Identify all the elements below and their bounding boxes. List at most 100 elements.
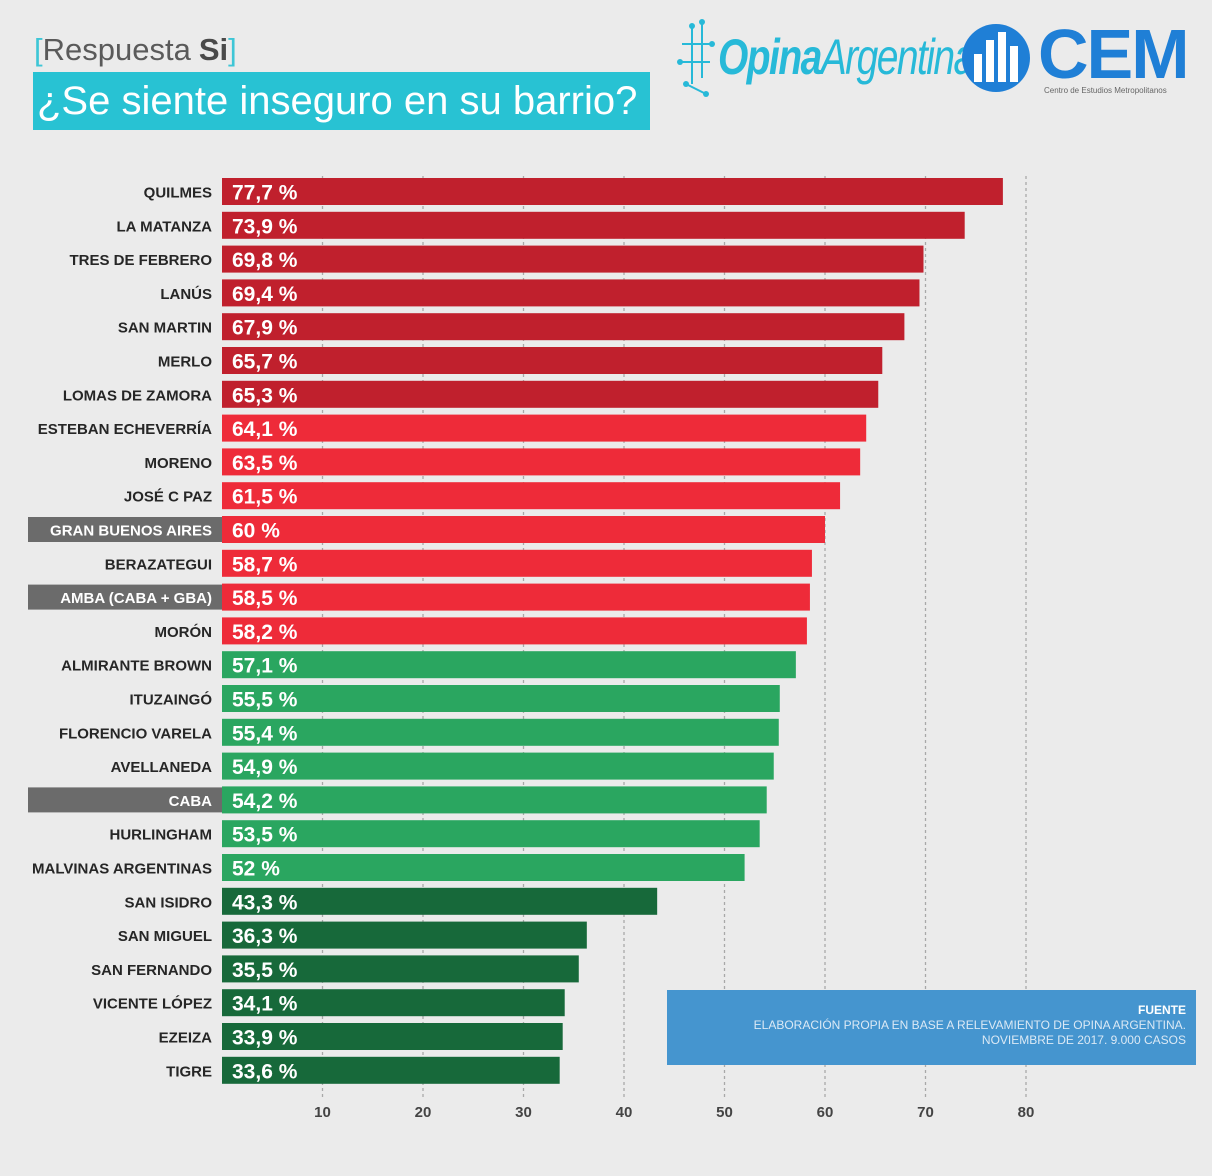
- category-label: MALVINAS ARGENTINAS: [32, 861, 212, 878]
- bar-value-label: 63,5 %: [232, 452, 298, 475]
- bar: [222, 685, 780, 712]
- highlight-label-bg: [28, 584, 222, 610]
- source-box: FUENTE ELABORACIÓN PROPIA EN BASE A RELE…: [667, 990, 1196, 1065]
- bar-value-label: 69,4 %: [232, 283, 298, 306]
- cem-building-icon: [962, 24, 1030, 92]
- bar: [222, 448, 861, 476]
- category-label: ALMIRANTE BROWN: [61, 658, 212, 675]
- bar: [222, 482, 841, 510]
- bar: [222, 516, 825, 543]
- category-label: ITUZAINGÓ: [130, 691, 213, 709]
- bar-value-label: 69,8 %: [232, 249, 298, 272]
- opina-wordmark: OpinaArgentina: [718, 28, 975, 86]
- opina-light-text: Argentina: [820, 29, 975, 85]
- x-tick-label: 80: [1018, 1104, 1035, 1121]
- category-label: LANÚS: [160, 285, 212, 303]
- category-label: LOMAS DE ZAMORA: [63, 387, 212, 404]
- bar: [222, 414, 867, 442]
- category-label: SAN ISIDRO: [124, 894, 212, 911]
- bar: [222, 1023, 563, 1050]
- x-tick-label: 40: [616, 1104, 633, 1121]
- bar-value-label: 52 %: [232, 858, 280, 881]
- bar-value-label: 58,7 %: [232, 553, 298, 576]
- bar: [222, 854, 745, 881]
- bar-value-label: 57,1 %: [232, 655, 298, 678]
- chart-title: ¿Se siente inseguro en su barrio?: [33, 72, 650, 130]
- category-label: MERLO: [158, 354, 212, 371]
- category-label: LA MATANZA: [116, 218, 212, 235]
- bar: [222, 921, 587, 949]
- category-label: VICENTE LÓPEZ: [93, 995, 212, 1013]
- source-title: FUENTE: [1138, 1003, 1186, 1017]
- category-label: ESTEBAN ECHEVERRÍA: [38, 421, 212, 438]
- category-label: AMBA (CABA + GBA): [60, 590, 212, 607]
- highlight-label-bg: [28, 787, 222, 813]
- category-label: QUILMES: [144, 185, 212, 202]
- bar: [222, 245, 924, 273]
- bar: [222, 211, 965, 239]
- source-line-2: NOVIEMBRE DE 2017. 9.000 CASOS: [981, 1033, 1186, 1047]
- opina-circuit-icon: [677, 19, 715, 97]
- bar-value-label: 54,2 %: [232, 790, 298, 813]
- x-tick-label: 60: [817, 1104, 834, 1121]
- bar-value-label: 43,3 %: [232, 891, 298, 914]
- bar-value-label: 36,3 %: [232, 925, 298, 948]
- bar-value-label: 77,7 %: [232, 182, 298, 205]
- bar: [222, 820, 760, 848]
- bar: [222, 786, 767, 814]
- bar-value-label: 61,5 %: [232, 486, 298, 509]
- category-label: JOSÉ C PAZ: [124, 489, 212, 506]
- cem-logo: CEM Centro de Estudios Metropolitanos: [958, 15, 1198, 100]
- bar: [222, 989, 565, 1017]
- bar-value-label: 65,7 %: [232, 351, 298, 374]
- category-label: BERAZATEGUI: [105, 556, 212, 573]
- category-label: FLORENCIO VARELA: [59, 725, 212, 742]
- category-label: SAN FERNANDO: [91, 962, 212, 979]
- subtitle-open-bracket: [: [34, 32, 43, 67]
- bar-value-label: 55,5 %: [232, 689, 298, 712]
- x-tick-label: 10: [314, 1104, 331, 1121]
- category-label: MORÓN: [155, 623, 213, 641]
- bar: [222, 380, 879, 408]
- bar: [222, 347, 883, 374]
- category-label: SAN MIGUEL: [118, 928, 212, 945]
- category-label: MORENO: [145, 455, 213, 472]
- category-label: GRAN BUENOS AIRES: [50, 523, 212, 540]
- bar: [222, 651, 796, 679]
- bar-value-label: 55,4 %: [232, 722, 298, 745]
- x-tick-label: 30: [515, 1104, 532, 1121]
- bar-value-label: 58,2 %: [232, 621, 298, 644]
- bar-value-label: 34,1 %: [232, 993, 298, 1016]
- category-label: EZEIZA: [159, 1030, 213, 1047]
- x-tick-label: 20: [415, 1104, 432, 1121]
- bar-value-label: 35,5 %: [232, 959, 298, 982]
- bar: [222, 718, 779, 746]
- subtitle-word: Respuesta: [42, 32, 191, 67]
- category-label: AVELLANEDA: [111, 759, 213, 776]
- cem-wordmark: CEM: [1038, 15, 1190, 93]
- bar-value-label: 33,9 %: [232, 1027, 298, 1050]
- bar-value-label: 64,1 %: [232, 418, 298, 441]
- category-label: CABA: [169, 793, 212, 810]
- chart-subtitle: [ Respuesta Si ]: [34, 32, 237, 68]
- bar: [222, 279, 920, 307]
- bar-value-label: 73,9 %: [232, 215, 298, 238]
- category-label: TRES DE FEBRERO: [69, 252, 212, 269]
- bar: [222, 617, 807, 645]
- bar: [222, 313, 905, 341]
- bar-value-label: 58,5 %: [232, 587, 298, 610]
- opina-argentina-logo: OpinaArgentina: [676, 18, 975, 100]
- bar: [222, 178, 1003, 205]
- x-tick-label: 50: [716, 1104, 733, 1121]
- bar-value-label: 65,3 %: [232, 384, 298, 407]
- bar: [222, 583, 810, 611]
- bar: [222, 955, 579, 983]
- bar-value-label: 54,9 %: [232, 756, 298, 779]
- opina-bold-text: Opina: [718, 29, 822, 85]
- chart-header: [ Respuesta Si ] ¿Se siente inseguro en …: [0, 0, 1212, 170]
- x-tick-label: 70: [917, 1104, 934, 1121]
- bar: [222, 1056, 560, 1084]
- subtitle-close-bracket: ]: [228, 32, 237, 67]
- bar-value-label: 53,5 %: [232, 824, 298, 847]
